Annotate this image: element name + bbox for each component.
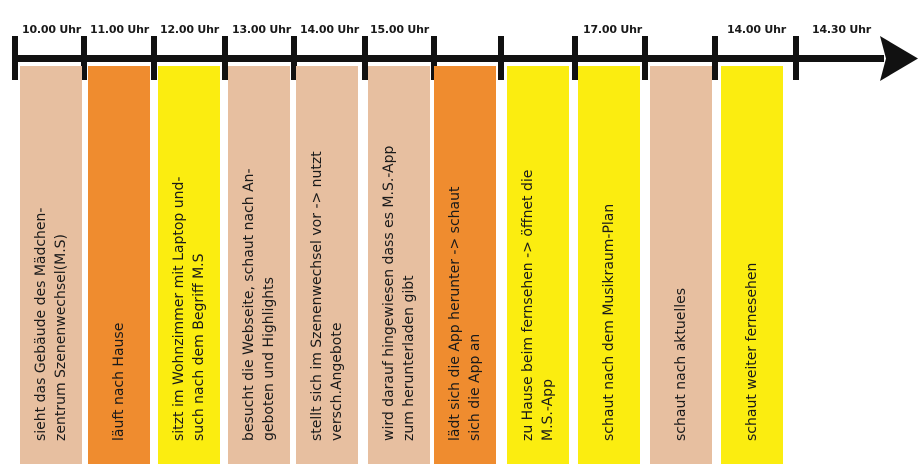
axis-tick xyxy=(572,36,578,80)
activity-text: zu Hause beim fernsehen -> öffnet die M.… xyxy=(520,169,556,441)
activity-box: wird darauf hingewiesen dass es M.S.-App… xyxy=(368,66,430,464)
activity-text: sitzt im Wohnzimmer mit Laptop und- such… xyxy=(171,176,207,441)
activity-box: lädt sich die App herunter -> schaut sic… xyxy=(434,66,496,464)
time-label: 17.00 Uhr xyxy=(583,23,643,36)
activity-box: besucht die Webseite, schaut nach An- ge… xyxy=(228,66,290,464)
axis-tick xyxy=(431,36,437,80)
activity-text: schaut nach dem Musikraum-Plan xyxy=(601,203,617,441)
activity-box: sitzt im Wohnzimmer mit Laptop und- such… xyxy=(158,66,220,464)
axis-tick xyxy=(498,36,504,80)
axis-tick xyxy=(151,36,157,80)
activity-box: schaut nach dem Musikraum-Plan xyxy=(578,66,640,464)
time-label: 12.00 Uhr xyxy=(160,23,220,36)
activity-box: läuft nach Hause xyxy=(88,66,150,464)
activity-text: lädt sich die App herunter -> schaut sic… xyxy=(447,186,483,441)
activity-box: schaut weiter fernesehen xyxy=(721,66,783,464)
axis-tick xyxy=(12,36,18,80)
time-label: 10.00 Uhr xyxy=(22,23,82,36)
axis-tick xyxy=(712,36,718,80)
activity-box: schaut nach aktuelles xyxy=(650,66,712,464)
time-label: 15.00 Uhr xyxy=(370,23,430,36)
activity-text: wird darauf hingewiesen dass es M.S.-App… xyxy=(381,145,417,441)
activity-text: schaut nach aktuelles xyxy=(673,287,689,441)
activity-text: besucht die Webseite, schaut nach An- ge… xyxy=(241,168,277,441)
time-label: 14.00 Uhr xyxy=(727,23,787,36)
timeline-axis xyxy=(12,36,918,81)
time-label: 11.00 Uhr xyxy=(90,23,150,36)
activity-box: stellt sich im Szenenwechsel vor -> nutz… xyxy=(296,66,358,464)
axis-tick xyxy=(222,36,228,80)
axis-tick xyxy=(642,36,648,80)
activity-box: sieht das Gebäude des Mädchen- zentrum S… xyxy=(20,66,82,464)
time-label: 14.30 Uhr xyxy=(812,23,872,36)
arrowhead-icon xyxy=(880,36,918,81)
time-label: 14.00 Uhr xyxy=(300,23,360,36)
activity-box: zu Hause beim fernsehen -> öffnet die M.… xyxy=(507,66,569,464)
axis-tick xyxy=(362,36,368,80)
activity-text: läuft nach Hause xyxy=(111,322,127,441)
activity-text: schaut weiter fernesehen xyxy=(744,262,760,441)
time-label: 13.00 Uhr xyxy=(232,23,292,36)
axis-tick xyxy=(81,36,87,80)
activity-text: stellt sich im Szenenwechsel vor -> nutz… xyxy=(309,151,345,441)
axis-line xyxy=(12,55,884,62)
axis-tick xyxy=(793,36,799,80)
activity-text: sieht das Gebäude des Mädchen- zentrum S… xyxy=(33,207,69,441)
axis-tick xyxy=(291,36,297,80)
